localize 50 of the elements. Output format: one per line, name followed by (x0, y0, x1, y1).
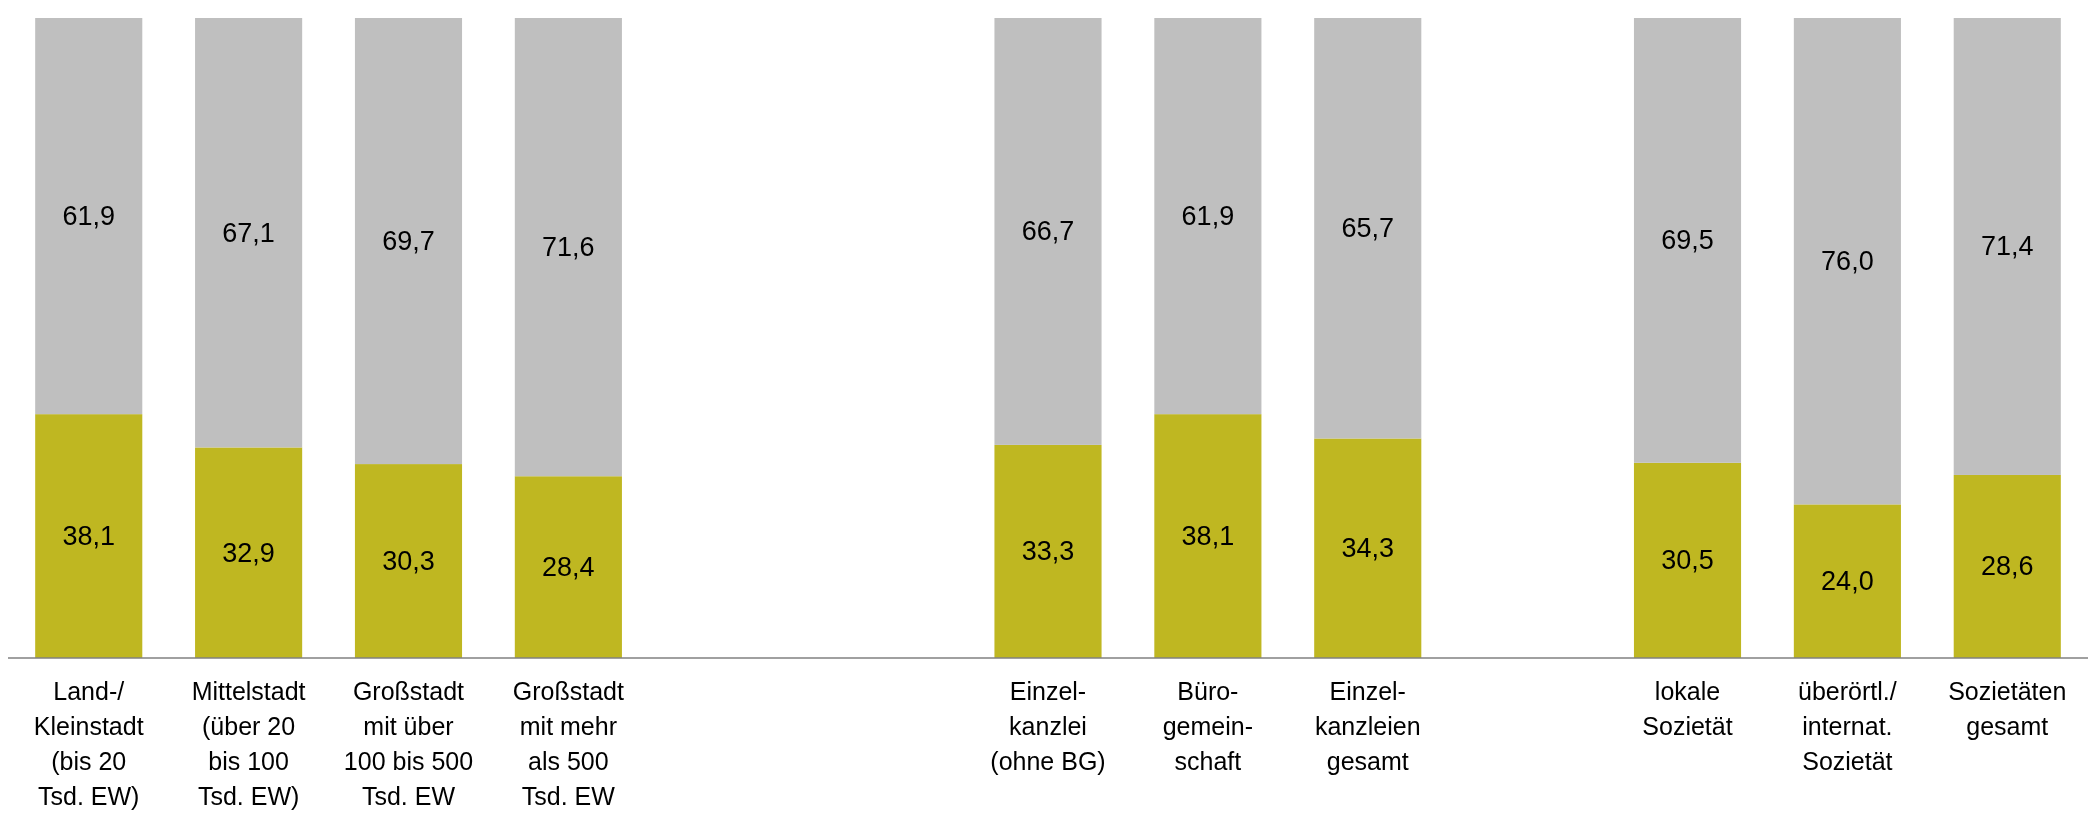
x-tick-label: überörtl./ internat. Sozietät (1798, 677, 1897, 775)
x-tick-label: Büro- gemein- schaft (1162, 677, 1254, 775)
x-tick-label: Einzel- kanzleien gesamt (1314, 677, 1421, 775)
data-label: 69,7 (382, 226, 435, 257)
bar (514, 476, 622, 658)
data-label: 38,1 (62, 521, 116, 552)
bar (1793, 504, 1901, 658)
data-label: 61,9 (1181, 201, 1235, 232)
data-label: 65,7 (1341, 213, 1395, 244)
bar (1154, 18, 1262, 415)
data-label: 38,1 (1181, 521, 1235, 552)
data-label: 71,4 (1980, 231, 2034, 262)
data-label: 24,0 (1821, 566, 1874, 597)
bar (514, 18, 622, 477)
data-label: 28,6 (1980, 551, 2034, 582)
bar (994, 444, 1102, 658)
x-tick-label: Großstadt mit mehr als 500 Tsd. EW (512, 677, 624, 810)
x-tick-label: Mittelstadt (über 20 bis 100 Tsd. EW) (191, 677, 306, 810)
x-tick-label: Land-/ Kleinstadt (bis 20 Tsd. EW) (33, 677, 144, 810)
data-label: 32,9 (222, 537, 275, 568)
bar (1633, 462, 1742, 658)
x-tick-label: Sozietäten gesamt (1948, 677, 2067, 740)
bar (1953, 18, 2061, 475)
bar (354, 18, 463, 465)
bar (994, 18, 1102, 445)
bar (1314, 438, 1422, 658)
data-label: 28,4 (542, 552, 595, 583)
bar (1154, 414, 1262, 658)
bar (35, 414, 143, 658)
data-label: 30,5 (1661, 545, 1714, 576)
bar (1633, 18, 1742, 463)
bar (195, 447, 303, 658)
bar (1953, 474, 2061, 658)
x-tick-label: lokale Sozietät (1642, 677, 1733, 740)
data-label: 61,9 (62, 201, 116, 232)
x-tick-label: Einzel- kanzlei (ohne BG) (990, 677, 1106, 775)
data-label: 34,3 (1341, 533, 1395, 564)
bar (1793, 18, 1901, 505)
data-label: 71,6 (542, 232, 595, 263)
data-label: 76,0 (1821, 246, 1874, 277)
data-label: 67,1 (222, 217, 275, 248)
bar (354, 464, 463, 658)
data-label: 66,7 (1021, 216, 1075, 247)
bar (35, 18, 143, 415)
bar (1314, 18, 1422, 439)
x-tick-label: Großstadt mit über 100 bis 500 Tsd. EW (343, 677, 474, 810)
data-label: 69,5 (1661, 225, 1714, 256)
bar (195, 18, 303, 448)
data-label: 33,3 (1021, 536, 1075, 567)
data-label: 30,3 (382, 546, 435, 577)
